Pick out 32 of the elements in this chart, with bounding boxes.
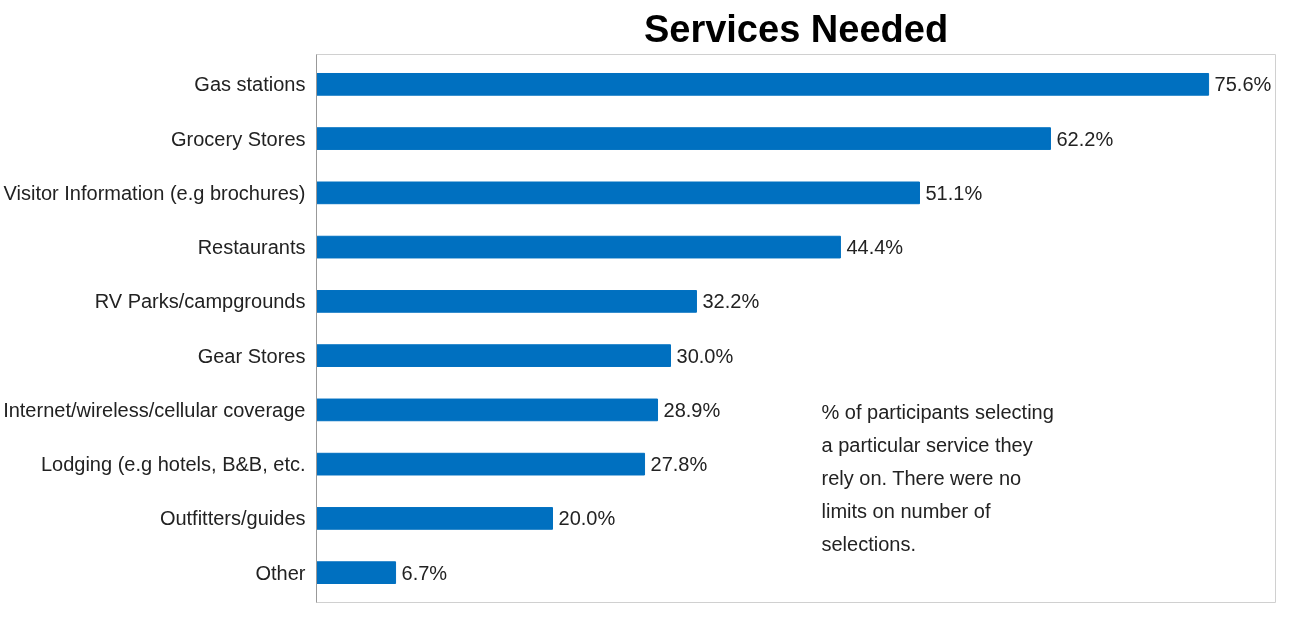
data-label: 6.7%	[401, 561, 448, 584]
bar	[316, 127, 1051, 150]
chart-title: Services Needed	[643, 7, 949, 50]
data-label: 28.9%	[663, 398, 721, 421]
y-tick-label: Lodging (e.g hotels, B&B, etc.	[40, 453, 306, 476]
data-label: 27.8%	[650, 453, 708, 476]
bar	[316, 452, 646, 476]
annotation: % of participants selecting a particular service they rely on. There were no limits on number of selections.	[821, 400, 1054, 555]
y-tick-label: Grocery Stores	[171, 127, 306, 150]
data-label: 62.2%	[1056, 127, 1114, 150]
bar	[316, 72, 1210, 96]
bar	[316, 181, 920, 205]
y-tick-label: RV Parks/campgrounds	[94, 290, 306, 313]
bar	[316, 398, 659, 422]
y-tick-label: Outfitters/guides	[159, 507, 306, 530]
bar	[316, 235, 841, 259]
bar	[316, 290, 697, 313]
y-tick-label: Internet/wireless/cellular coverage	[3, 398, 306, 421]
y-tick-label: Gear Stores	[197, 344, 306, 367]
bar	[316, 344, 672, 367]
data-label: 32.2%	[702, 290, 760, 313]
data-label: 51.1%	[925, 181, 983, 204]
data-label: 30.0%	[676, 344, 734, 367]
bar	[316, 561, 397, 585]
data-label: 75.6%	[1214, 73, 1272, 96]
y-tick-label: Visitor Information (e.g brochures)	[3, 181, 306, 204]
y-tick-label: Gas stations	[194, 73, 306, 96]
y-tick-label: Restaurants	[197, 236, 306, 259]
y-tick-label: Other	[255, 561, 306, 584]
data-label: 44.4%	[846, 236, 904, 259]
data-label: 20.0%	[558, 507, 616, 530]
bar	[316, 507, 553, 530]
